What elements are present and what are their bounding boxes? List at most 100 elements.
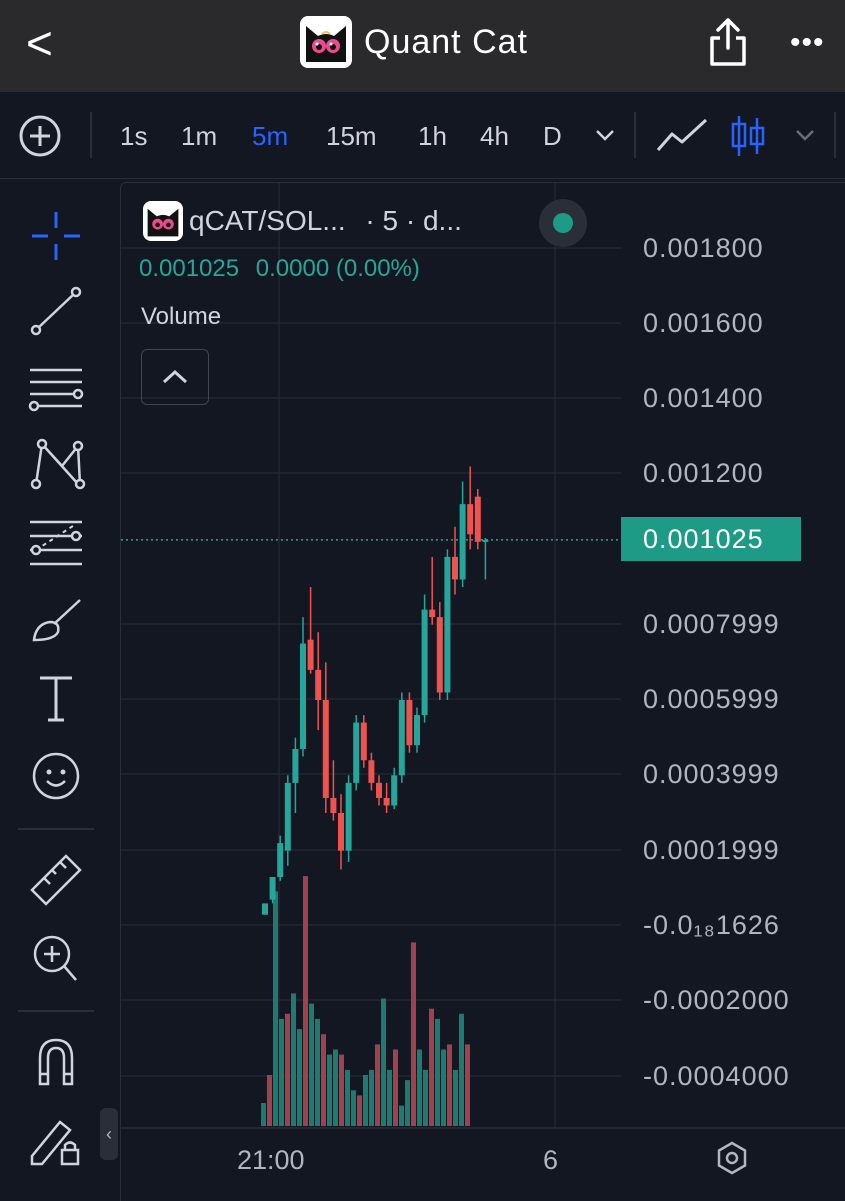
interval-1s[interactable]: 1s xyxy=(120,121,148,151)
magnet-icon[interactable] xyxy=(22,1034,90,1090)
volume-bar xyxy=(315,1018,320,1126)
chart-canvas[interactable] xyxy=(121,183,845,1201)
candlestick-chart-type-icon[interactable] xyxy=(730,112,766,165)
chart-type-dropdown-chevron-icon[interactable] xyxy=(794,128,816,147)
volume-bar xyxy=(357,1095,362,1126)
legend-values: 0.001025 0.0000 (0.00%) xyxy=(139,255,420,283)
chart-toolbar: 1s 1m 5m 15m 1h 4h D xyxy=(0,92,845,179)
volume-bar xyxy=(441,1049,446,1126)
trend-line-icon[interactable] xyxy=(22,284,90,340)
volume-bar xyxy=(351,1090,356,1126)
volume-bar xyxy=(393,1049,398,1126)
price-axis-label: 0.0003999 xyxy=(643,759,780,789)
candle-body xyxy=(322,700,329,798)
add-indicator-icon[interactable] xyxy=(18,114,62,163)
last-price-label: 0.001025 xyxy=(621,517,801,561)
price-axis-label: 0.001600 xyxy=(643,308,764,338)
zoom-in-icon[interactable] xyxy=(22,930,90,986)
candle-body xyxy=(368,760,375,783)
text-tool-icon[interactable] xyxy=(22,670,90,726)
app-title: Quant Cat xyxy=(364,22,528,61)
volume-bar xyxy=(447,1044,452,1126)
candle-body xyxy=(414,715,420,746)
volume-bar xyxy=(345,1069,350,1126)
legend-price: 0.001025 xyxy=(139,255,240,282)
cat-logo-icon xyxy=(300,16,352,68)
volume-indicator-label[interactable]: Volume xyxy=(141,303,222,330)
volume-bar xyxy=(339,1054,344,1126)
candle-body xyxy=(292,748,299,783)
drawing-tools-panel xyxy=(0,182,112,1200)
back-button[interactable]: < xyxy=(26,17,53,69)
volume-bar xyxy=(387,1069,392,1126)
candle-body xyxy=(467,504,474,535)
volume-bar xyxy=(279,1018,284,1126)
emoji-icon[interactable] xyxy=(22,748,90,804)
volume-bar xyxy=(423,1069,428,1126)
interval-dropdown-chevron-icon[interactable] xyxy=(594,128,616,147)
time-axis-label: 6 xyxy=(543,1145,559,1175)
interval-15m[interactable]: 15m xyxy=(326,121,377,151)
interval-1m[interactable]: 1m xyxy=(181,121,218,151)
time-axis-label: 21:00 xyxy=(237,1145,305,1175)
interval-5m[interactable]: 5m xyxy=(252,121,289,151)
candle-body xyxy=(383,797,390,806)
volume-bar xyxy=(369,1069,374,1126)
price-axis-label: 0.0005999 xyxy=(643,684,780,714)
market-status-icon[interactable] xyxy=(539,199,587,247)
pattern-tool-icon[interactable] xyxy=(22,436,90,492)
symbol-legend[interactable]: qCAT/SOL... · 5 · d... xyxy=(189,205,462,237)
candle-body xyxy=(338,813,344,851)
lock-drawing-icon[interactable] xyxy=(22,1112,90,1168)
volume-bar xyxy=(285,1013,290,1126)
price-axis-label: -0.0004000 xyxy=(643,1061,790,1091)
crosshair-icon[interactable] xyxy=(22,208,90,264)
candle-body xyxy=(284,782,291,851)
share-icon[interactable] xyxy=(706,16,750,68)
volume-bar xyxy=(297,1029,302,1126)
candle-body xyxy=(444,556,451,693)
interval-1h[interactable]: 1h xyxy=(418,121,447,151)
volume-bar xyxy=(291,993,296,1126)
volume-bar xyxy=(435,1018,440,1126)
volume-bar xyxy=(321,1034,326,1126)
candle-body xyxy=(391,775,398,806)
app-header: < Quant Cat ••• xyxy=(0,0,845,92)
legend-change: 0.0000 (0.00%) xyxy=(255,255,420,282)
volume-bar xyxy=(309,1003,314,1126)
volume-bar xyxy=(381,998,386,1126)
tools-divider xyxy=(18,828,94,830)
interval-D[interactable]: D xyxy=(543,121,562,151)
candle-body xyxy=(436,617,443,693)
volume-bar xyxy=(405,1080,410,1126)
price-axis-label: -0.0002000 xyxy=(643,985,790,1015)
line-chart-type-icon[interactable] xyxy=(656,116,708,161)
candle-body xyxy=(482,539,489,542)
price-chart[interactable]: qCAT/SOL... · 5 · d... 0.001025 0.0000 (… xyxy=(120,182,845,1201)
brush-icon[interactable] xyxy=(22,592,90,648)
ruler-icon[interactable] xyxy=(22,852,90,908)
candle-body xyxy=(429,609,436,618)
collapse-legend-chevron-up-icon[interactable] xyxy=(141,349,209,405)
volume-bar xyxy=(411,942,416,1126)
fib-retracement-icon[interactable] xyxy=(22,514,90,570)
volume-bar xyxy=(327,1054,332,1126)
volume-bar xyxy=(273,891,278,1126)
interval-4h[interactable]: 4h xyxy=(480,121,509,151)
volume-bar xyxy=(333,1049,338,1126)
volume-bar xyxy=(417,1049,422,1126)
collapse-panel-chevron-icon[interactable]: ‹ xyxy=(100,1108,118,1160)
price-axis-label: 0.0007999 xyxy=(643,609,780,639)
volume-bar xyxy=(399,1105,404,1126)
more-options-icon[interactable]: ••• xyxy=(790,26,825,59)
candle-body xyxy=(345,782,352,851)
volume-bar xyxy=(375,1044,380,1126)
candle-body xyxy=(269,877,276,900)
horizontal-lines-icon[interactable] xyxy=(22,360,90,416)
symbol-interval-suffix: · 5 · d... xyxy=(365,205,462,236)
chart-settings-icon[interactable] xyxy=(715,1141,749,1175)
candle-body xyxy=(277,843,284,878)
candle-body xyxy=(315,669,322,700)
toolbar-divider xyxy=(634,112,636,158)
candle-body xyxy=(300,643,306,749)
